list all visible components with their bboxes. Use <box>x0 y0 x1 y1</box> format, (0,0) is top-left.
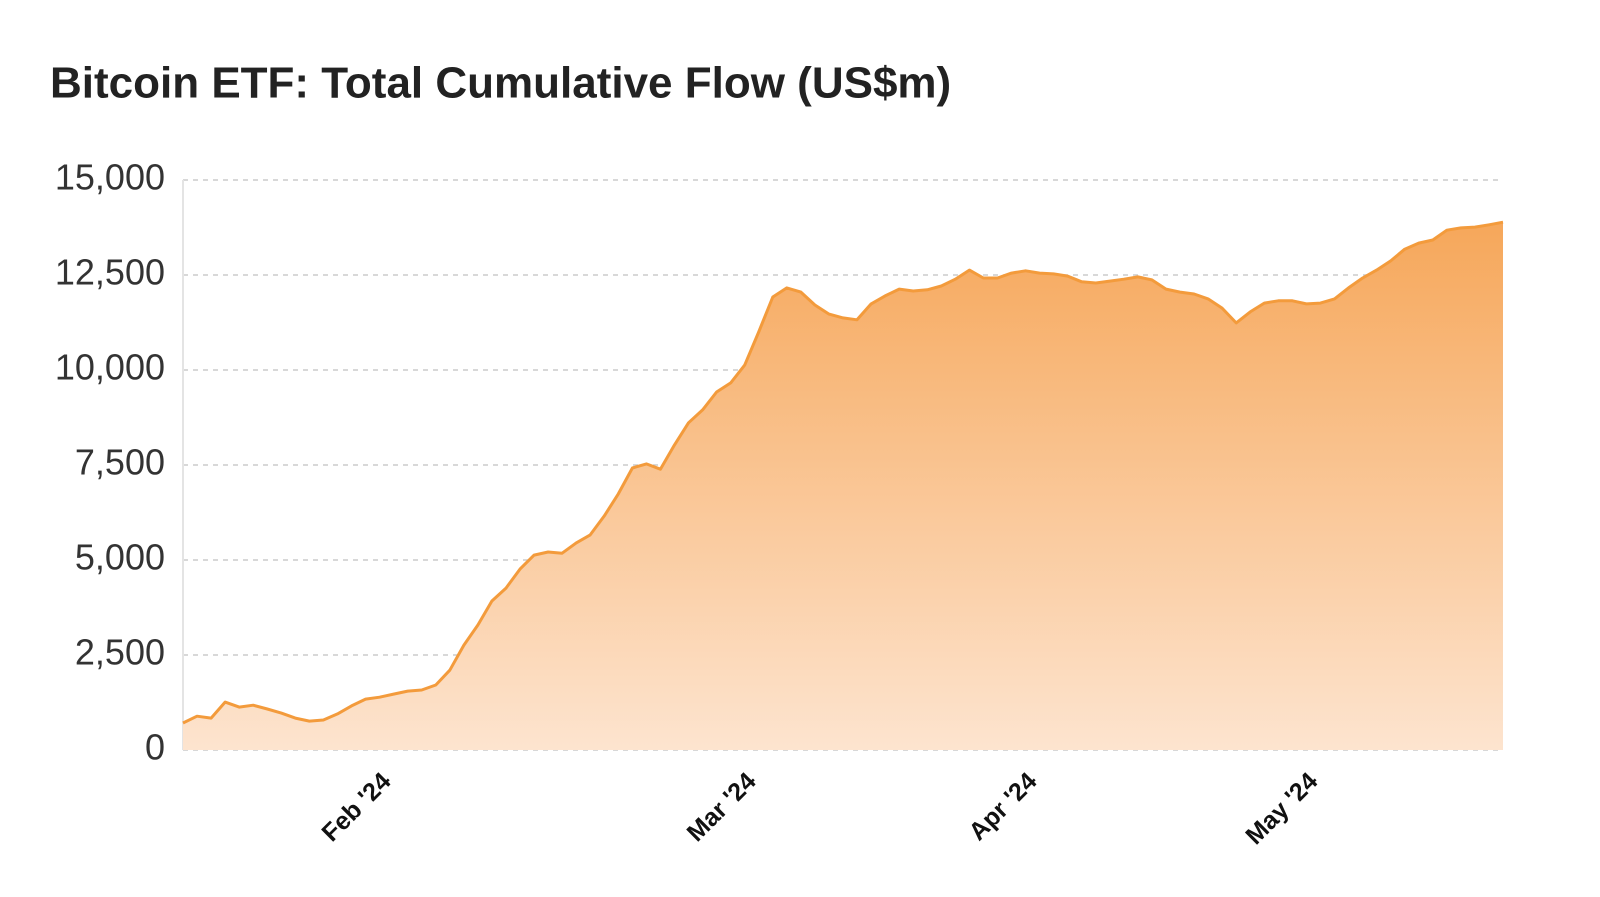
x-tick-label: Feb '24 <box>316 767 396 847</box>
x-tick-label: Apr '24 <box>963 767 1042 846</box>
y-tick-label: 0 <box>145 727 165 768</box>
y-tick-label: 7,500 <box>75 442 165 483</box>
y-tick-label: 10,000 <box>55 347 165 388</box>
y-tick-label: 15,000 <box>55 157 165 198</box>
chart-title: Bitcoin ETF: Total Cumulative Flow (US$m… <box>50 59 951 108</box>
x-tick-label: May '24 <box>1240 767 1323 850</box>
area <box>183 222 1503 750</box>
line <box>182 220 1504 725</box>
y-tick-label: 5,000 <box>75 537 165 578</box>
y-tick-label: 12,500 <box>55 252 165 293</box>
y-tick-label: 2,500 <box>75 632 165 673</box>
x-tick-label: Mar '24 <box>682 767 762 847</box>
